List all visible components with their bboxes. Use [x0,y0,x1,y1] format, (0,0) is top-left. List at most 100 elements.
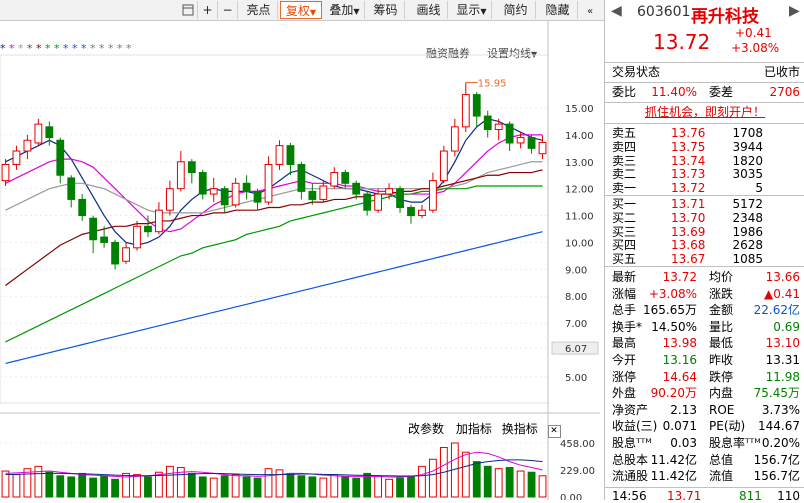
price-tick-label: 7.00 [565,319,587,330]
candle-body [385,188,393,195]
stat-label: 今开 [612,353,637,367]
hide-button[interactable]: 隐藏 [538,1,578,19]
bid-row: 买一 13.71 5172 [605,197,804,211]
price-tick-label: 8.00 [565,292,587,303]
volume-bar [89,477,98,498]
divider [605,102,804,103]
display-label: 显示 [456,3,481,17]
volume-bar [319,477,328,498]
stat-value: 22.62亿 [753,303,800,318]
candle-body [439,150,448,182]
chips-button[interactable]: 筹码 [367,1,405,19]
volume-bar [209,477,218,498]
stat-row: 外盘 90.20万 内盘 75.45万 [605,386,804,400]
price-tick-label: 11.00 [565,212,594,223]
collapse-panel-button[interactable]: « [578,1,602,19]
volume-bar [461,451,470,498]
volume-bar [45,471,54,498]
volume-bar [67,476,76,498]
stat-label: 涨幅 [612,286,637,301]
adjust-button[interactable]: 复权▼ [280,1,322,19]
open-account-ad[interactable]: 抓住机会，即刻开户！ [605,105,804,119]
candle-body [111,241,119,265]
ask-label: 卖五 [612,126,637,140]
ad-link[interactable]: 抓住机会，即刻开户！ [644,105,765,119]
price-change: +0.41 [735,26,772,40]
stat-row: 总手 165.65万 金额 22.62亿 [605,303,804,317]
ask-volume: 1820 [732,153,763,168]
ask-row: 卖四 13.75 3944 [605,140,804,154]
stat-value: 90.20万 [650,386,697,401]
candle-body [286,145,295,165]
candle-body [133,225,141,249]
volume-bar [176,467,185,498]
candle-body [418,209,426,217]
stat-value: 11.42亿 [650,452,697,467]
volume-bar [538,475,547,498]
window-icon-button[interactable] [178,1,198,19]
zoom-in-button[interactable]: + [198,1,218,19]
display-button[interactable]: 显示▼ [452,1,492,19]
weibi-label: 委比 [612,85,637,99]
next-stock-icon[interactable]: ▶ [789,3,800,19]
candle-body [23,139,32,152]
volume-bar [286,472,295,498]
candle-body [242,182,251,192]
volume-ma5-line [5,451,543,478]
stat-value: 13.10 [765,336,800,351]
stat-label: 外盘 [612,386,637,401]
volume-bar [78,472,87,498]
volume-bar [330,474,339,498]
candle-body [374,193,383,211]
stat-value: 14.64 [662,369,697,384]
current-price-tag [551,341,599,355]
ma20-line [5,161,543,214]
volume-bar [253,477,262,498]
stat-row: 流通股 11.42亿 流值 156.7亿 [605,469,804,483]
stock-code: 603601 [637,4,691,20]
stat-value: 2.13 [670,402,697,417]
stat-row: 换手* 14.50% 量比 0.69 [605,320,804,334]
simple-button[interactable]: 简约 [496,1,536,19]
volume-bar [297,475,306,498]
kline-chart[interactable]: * * * * * * * * * * * * * * * 融资融券 设置均线▼… [0,21,600,500]
bid-price: 13.68 [671,238,706,253]
draw-line-button[interactable]: 画线 [410,1,448,19]
candle-body [275,145,284,165]
ma60-line [5,185,543,343]
tick-time: 14:56 [612,489,647,503]
candle-body [297,163,306,192]
bid-volume: 1986 [732,224,763,239]
weicha-label: 委差 [709,85,734,99]
bid-volume: 1085 [732,252,763,267]
add-indicator-button[interactable]: 加指标 [455,422,492,436]
rzrq-button[interactable]: 融资融券 [426,47,470,60]
ask-volume: 3035 [732,167,763,182]
volume-bar [23,468,32,498]
price-tick-label: 14.00 [565,131,594,142]
candle-body [45,126,54,139]
candle-body [165,188,174,211]
volume-bar [144,476,152,498]
candle-body [67,177,76,200]
highlights-button[interactable]: 亮点 [240,1,278,19]
switch-indicator-button[interactable]: 换指标 [501,422,538,436]
quote-panel: ◀ 603601 再升科技 ▶ 13.72 +0.41 +3.08% 交易状态 … [604,0,804,503]
close-panel-button[interactable]: ✕ [547,425,561,438]
stat-value: 75.45万 [753,386,800,401]
ask-price: 13.73 [671,167,706,182]
status-row: 交易状态 已收市 [605,65,804,79]
volume-bar [231,474,240,498]
candle-body [78,198,87,217]
candle-body [187,161,196,174]
change-params-button[interactable]: 改参数 [408,422,445,436]
prev-stock-icon[interactable]: ◀ [611,3,622,19]
volume-bar [472,461,481,498]
close-icon: ✕ [550,426,558,436]
stat-value: 0.03 [670,436,697,450]
stat-row: 涨幅 +3.08% 涨跌 ▲0.41 [605,287,804,301]
overlay-button[interactable]: 叠加▼ [325,1,365,19]
candle-body [450,126,459,152]
zoom-out-button[interactable]: − [218,1,238,19]
bid-label: 买四 [612,238,637,253]
